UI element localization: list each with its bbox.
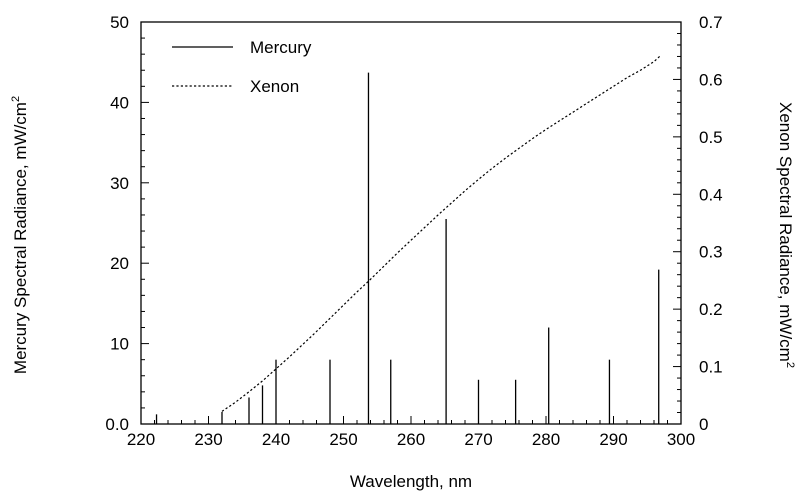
legend-mercury-label: Mercury bbox=[250, 38, 312, 57]
y-left-tick-label: 20 bbox=[110, 254, 129, 273]
y-left-axis-title-sup: 2 bbox=[10, 96, 22, 102]
x-tick-label: 270 bbox=[464, 430, 492, 449]
y-left-tick-label: 50 bbox=[110, 13, 129, 32]
y-right-tick-label: 0.7 bbox=[699, 13, 723, 32]
x-tick-label: 280 bbox=[532, 430, 560, 449]
y-right-tick-label: 0.5 bbox=[699, 128, 723, 147]
plot-frame bbox=[140, 21, 682, 425]
x-tick-label: 250 bbox=[329, 430, 357, 449]
legend: Mercury Xenon bbox=[172, 38, 312, 96]
tick-labels: 220 230 240 250 260 270 280 290 300 0.0 10 20 30 40 50… bbox=[105, 13, 722, 449]
y-right-axis-title: Xenon Spectral Radiance, mW/cm2 bbox=[776, 102, 795, 368]
y-right-tick-label: 0.1 bbox=[699, 358, 723, 377]
y-left-tick-label: 10 bbox=[110, 335, 129, 354]
y-left-axis-title: Mercury Spectral Radiance, mW/cm2 bbox=[10, 96, 30, 374]
x-tick-label: 220 bbox=[127, 430, 155, 449]
ticks bbox=[140, 21, 682, 425]
y-right-tick-label: 0.3 bbox=[699, 243, 723, 262]
x-tick-label: 240 bbox=[262, 430, 290, 449]
series bbox=[155, 54, 662, 424]
x-tick-label: 260 bbox=[397, 430, 425, 449]
legend-xenon-label: Xenon bbox=[250, 77, 299, 96]
y-right-tick-label: 0.6 bbox=[699, 70, 723, 89]
x-tick-label: 290 bbox=[599, 430, 627, 449]
y-left-tick-label: 30 bbox=[110, 174, 129, 193]
x-tick-label: 230 bbox=[194, 430, 222, 449]
xenon-curve bbox=[221, 54, 662, 412]
y-right-axis-title-text: Xenon Spectral Radiance, mW/cm bbox=[776, 102, 795, 362]
y-right-axis-title-sup: 2 bbox=[784, 362, 795, 368]
y-right-tick-label: 0 bbox=[699, 415, 708, 434]
x-tick-label: 300 bbox=[667, 430, 695, 449]
y-left-axis-title-text: Mercury Spectral Radiance, mW/cm bbox=[11, 102, 30, 374]
y-right-tick-label: 0.2 bbox=[699, 300, 723, 319]
y-right-tick-label: 0.4 bbox=[699, 185, 723, 204]
y-left-tick-label: 0.0 bbox=[105, 415, 129, 434]
y-left-tick-label: 40 bbox=[110, 93, 129, 112]
x-axis-title: Wavelength, nm bbox=[350, 472, 472, 491]
